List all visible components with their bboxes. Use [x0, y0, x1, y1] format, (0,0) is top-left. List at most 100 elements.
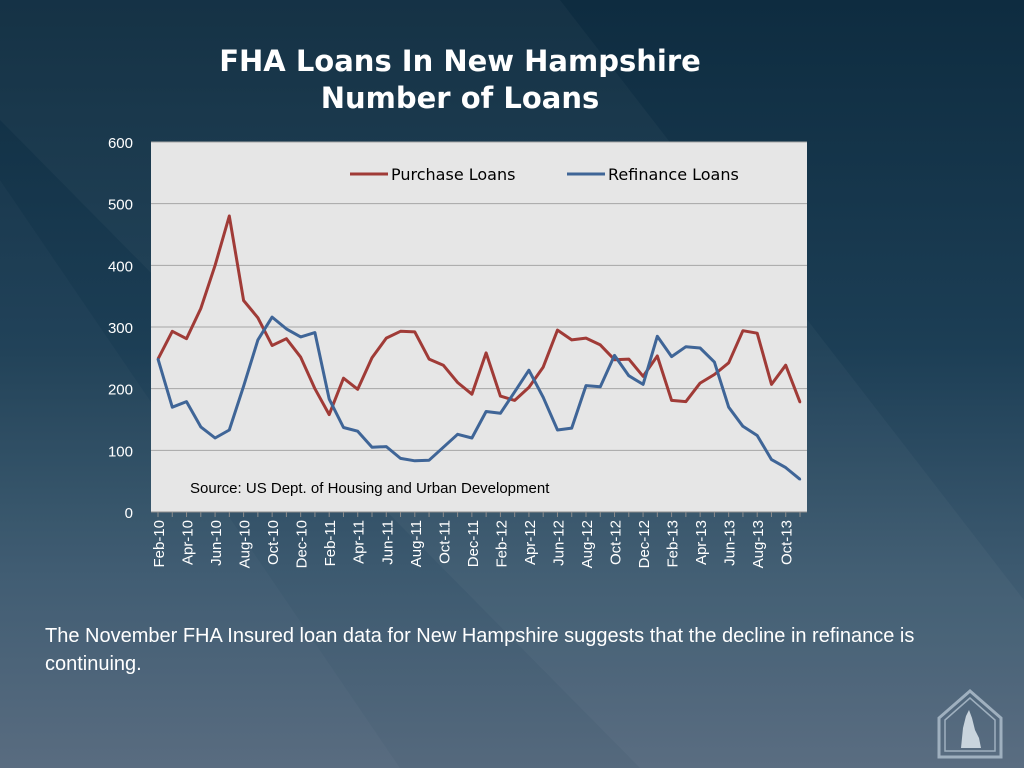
- x-tick-label: Oct-11: [436, 520, 453, 564]
- data-point: [370, 446, 374, 449]
- data-point: [756, 331, 759, 335]
- data-point: [442, 364, 445, 367]
- x-tick-label: Apr-10: [180, 520, 197, 565]
- data-point: [456, 381, 459, 384]
- data-point: [213, 264, 217, 267]
- y-tick-label: 600: [108, 135, 133, 152]
- x-tick-label: Feb-13: [665, 520, 682, 568]
- slide-title-line1: FHA Loans In New Hampshire: [219, 44, 701, 78]
- y-tick-label: 100: [108, 443, 133, 460]
- series-line-refinance: [156, 315, 801, 481]
- data-point: [270, 315, 274, 319]
- data-point: [213, 436, 217, 440]
- data-point: [199, 307, 202, 310]
- data-point: [641, 375, 645, 378]
- data-point: [556, 428, 559, 432]
- data-point: [199, 425, 202, 429]
- data-point: [342, 376, 345, 380]
- data-point: [713, 360, 716, 364]
- data-point: [670, 355, 673, 358]
- data-point: [328, 397, 331, 401]
- data-point: [584, 336, 588, 340]
- data-point: [641, 383, 645, 386]
- x-tick-label: Dec-12: [636, 520, 653, 568]
- data-point: [727, 361, 730, 364]
- data-point: [185, 400, 188, 403]
- x-tick-label: Oct-13: [779, 520, 796, 565]
- data-point: [784, 466, 787, 469]
- x-tick-label: Dec-11: [465, 520, 482, 567]
- body-text: The November FHA Insured loan data for N…: [45, 625, 915, 675]
- data-point: [656, 354, 659, 358]
- data-point: [185, 337, 188, 340]
- x-tick-label: Apr-12: [522, 520, 539, 565]
- data-point: [556, 328, 559, 332]
- data-point: [256, 338, 260, 342]
- data-point: [542, 365, 545, 369]
- data-point: [427, 357, 431, 361]
- y-tick-label: 400: [108, 258, 133, 275]
- data-point: [456, 433, 459, 436]
- data-point: [399, 330, 402, 333]
- y-tick-label: 500: [108, 197, 133, 214]
- data-point: [599, 343, 602, 347]
- legend: Purchase Loans Refinance Loans: [350, 165, 739, 184]
- x-tick-label: Jun-11: [379, 520, 396, 565]
- series-line-purchase: [156, 214, 802, 417]
- x-tick-label: Jun-10: [208, 520, 225, 566]
- x-tick-label: Feb-11: [322, 520, 339, 566]
- data-point: [356, 388, 359, 391]
- data-point: [242, 299, 245, 302]
- data-point: [499, 394, 502, 398]
- x-tick-label: Aug-13: [750, 520, 767, 568]
- x-tick-label: Oct-10: [265, 520, 282, 565]
- data-point: [299, 335, 302, 339]
- line-chart: 0 100 200 300 400 500 600 Feb-10 Apr-10 Jun-10 Au…: [108, 135, 807, 568]
- data-point: [484, 351, 488, 355]
- data-point: [470, 393, 474, 396]
- x-axis-ticks: Feb-10 Apr-10 Jun-10 Aug-10 Oct-10 Dec-10 Feb-…: [151, 512, 801, 568]
- data-point: [499, 412, 502, 415]
- data-point: [542, 396, 545, 399]
- data-point: [570, 338, 573, 342]
- data-point: [342, 426, 345, 429]
- data-point: [713, 373, 716, 376]
- data-point: [741, 329, 745, 332]
- data-point: [313, 331, 317, 334]
- data-point: [798, 401, 802, 404]
- x-tick-label: Feb-10: [151, 520, 168, 568]
- data-point: [484, 410, 488, 413]
- x-tick-label: Jun-13: [722, 520, 739, 566]
- data-point: [656, 335, 659, 338]
- data-point: [370, 356, 374, 360]
- x-tick-label: Aug-12: [579, 520, 596, 568]
- data-point: [413, 459, 416, 463]
- data-point: [527, 368, 531, 372]
- data-point: [798, 478, 802, 481]
- data-point: [313, 387, 317, 390]
- data-point: [356, 430, 359, 433]
- data-point: [270, 344, 274, 347]
- data-point: [427, 459, 431, 462]
- data-point: [684, 400, 688, 403]
- data-point: [698, 346, 702, 350]
- legend-label: Refinance Loans: [608, 165, 739, 184]
- data-point: [156, 357, 160, 361]
- data-point: [228, 214, 231, 218]
- y-tick-label: 200: [108, 382, 133, 399]
- x-tick-label: Apr-11: [351, 520, 368, 564]
- data-point: [670, 399, 673, 402]
- data-point: [171, 330, 174, 333]
- data-point: [627, 357, 630, 361]
- x-tick-label: Feb-12: [493, 520, 510, 568]
- data-point: [599, 385, 602, 389]
- data-point: [285, 327, 288, 331]
- data-point: [399, 457, 402, 460]
- data-point: [527, 386, 531, 389]
- data-point: [299, 356, 302, 359]
- x-tick-label: Dec-10: [294, 520, 311, 568]
- data-point: [513, 399, 516, 402]
- data-point: [328, 413, 331, 416]
- data-point: [784, 364, 787, 367]
- data-point: [584, 384, 588, 387]
